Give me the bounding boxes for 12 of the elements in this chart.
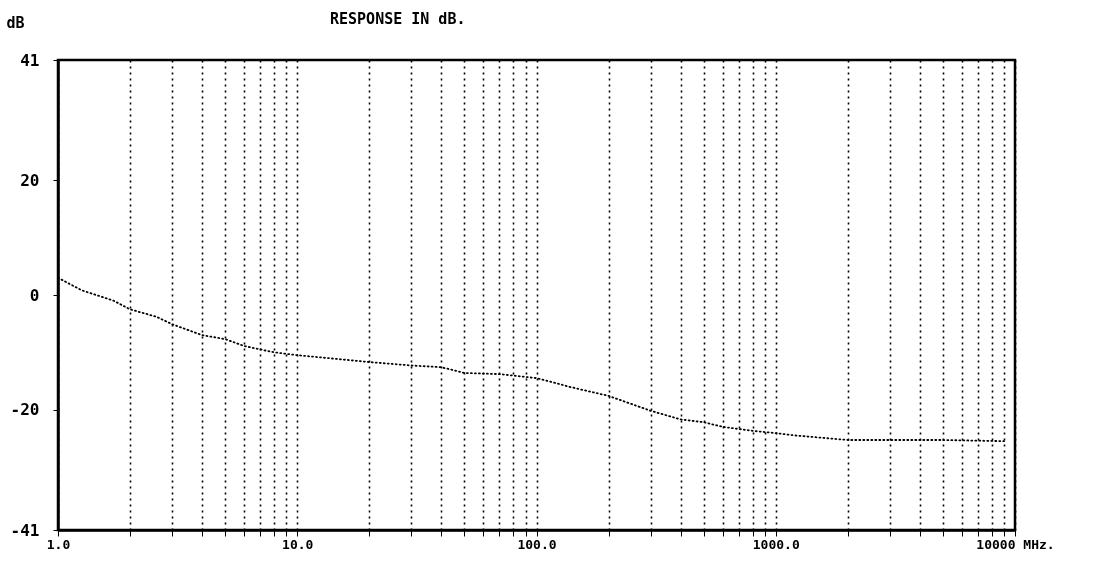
x-tick-label: 10000 MHz.	[976, 536, 1055, 552]
x-tick-label: 100.0	[517, 536, 557, 552]
chart-title: RESPONSE IN dB.	[330, 10, 466, 28]
y-tick-label: -41	[10, 520, 40, 540]
x-tick-label: 1.0	[46, 536, 71, 552]
x-tick-label: 1000.0	[752, 536, 800, 552]
y-tick-label: 41	[20, 50, 40, 70]
x-tick-label: 10.0	[282, 536, 314, 552]
y-tick-label: -20	[10, 400, 40, 420]
y-tick-label: 0	[29, 285, 40, 305]
y-axis-title: dB	[6, 13, 25, 32]
y-tick-label: 20	[20, 170, 40, 190]
